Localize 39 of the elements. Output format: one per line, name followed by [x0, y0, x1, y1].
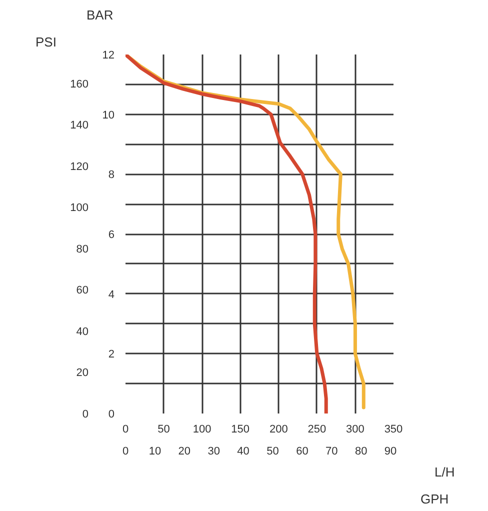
y-tick-label: 12 — [102, 50, 115, 62]
x2-tick-label: 90 — [384, 446, 397, 458]
x-tick-label: 100 — [192, 424, 212, 436]
y2-tick-label: 120 — [70, 160, 89, 173]
y2-tick-label: 140 — [70, 120, 89, 132]
y2-tick-label: 160 — [70, 78, 89, 90]
y2-tick-label: 80 — [76, 243, 89, 256]
x2-tick-label: 70 — [326, 446, 338, 458]
y2-axis-title: PSI — [36, 34, 56, 50]
y-tick-label: 2 — [108, 348, 115, 361]
x-tick-label: 0 — [122, 424, 129, 436]
y2-tick-label: 60 — [76, 284, 89, 297]
x-tick-label: 300 — [346, 424, 364, 436]
y2-tick-label: 40 — [76, 326, 89, 338]
x-tick-label: 200 — [269, 424, 288, 436]
x-tick-label: 50 — [158, 424, 170, 436]
x2-tick-label: 80 — [354, 446, 368, 458]
x2-tick-label: 20 — [178, 446, 191, 458]
y-axis-title: BAR — [86, 8, 114, 22]
x2-tick-label: 50 — [266, 446, 279, 458]
y-tick-label: 6 — [108, 229, 115, 241]
x2-tick-label: 40 — [237, 446, 250, 458]
x2-tick-label: 60 — [296, 446, 308, 458]
y-tick-label: 8 — [108, 169, 115, 182]
y2-tick-label: 0 — [82, 408, 89, 420]
y2-tick-label: 100 — [70, 202, 89, 214]
y-tick-label: 0 — [108, 408, 115, 420]
x-tick-label: 350 — [384, 424, 403, 436]
line-series — [126, 54, 328, 414]
x-axis-title: L/H — [434, 464, 455, 480]
x2-tick-label: 30 — [208, 446, 220, 458]
x-tick-label: 250 — [308, 424, 326, 436]
y2-tick-label: 20 — [76, 367, 89, 380]
x2-axis-title: GPH — [420, 492, 449, 506]
x2-tick-label: 10 — [148, 446, 162, 458]
x-tick-label: 150 — [231, 424, 250, 436]
y-tick-label: 4 — [108, 288, 115, 301]
x2-tick-label: 0 — [122, 446, 129, 458]
y-tick-label: 10 — [102, 109, 115, 122]
